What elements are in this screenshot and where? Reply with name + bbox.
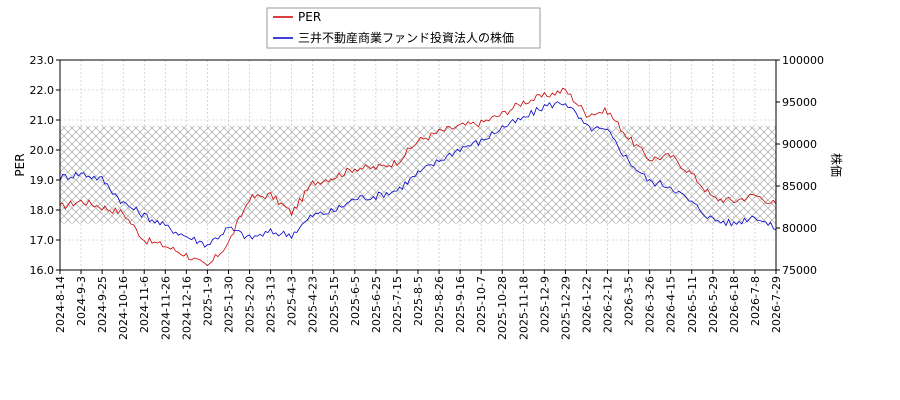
x-tick-label: 2026-7-8 — [749, 276, 762, 326]
x-tick-label: 2025-10-28 — [496, 276, 509, 340]
x-tick-label: 2025-9-16 — [454, 276, 467, 333]
legend-label-price: 三井不動産商業ファンド投資法人の株価 — [298, 30, 514, 45]
y-tick-label-right: 95000 — [782, 96, 817, 109]
y-tick-label-left: 17.0 — [30, 234, 55, 247]
x-tick-label: 2025-1-30 — [222, 276, 235, 333]
y-tick-label-left: 21.0 — [30, 114, 55, 127]
series-line-per — [59, 87, 777, 267]
x-axis: 2024-8-14 2024-9-3 2024-9-25 2024-10-16 2024… — [54, 270, 783, 340]
y-tick-label-right: 100000 — [782, 54, 824, 67]
y-tick-label-left: 16.0 — [30, 264, 55, 277]
x-tick-label: 2026-3-26 — [644, 276, 657, 333]
hatch-band — [60, 126, 776, 224]
y-tick-label-left: 18.0 — [30, 204, 55, 217]
x-tick-label: 2025-5-15 — [328, 276, 341, 333]
x-tick-label: 2025-2-20 — [244, 276, 257, 333]
right-axis: 75000 80000 85000 90000 95000 100000 — [776, 54, 824, 277]
x-tick-label: 2026-3-5 — [623, 276, 636, 326]
y-tick-label-right: 90000 — [782, 138, 817, 151]
y-tick-label-right: 80000 — [782, 222, 817, 235]
x-tick-label: 2025-1-9 — [201, 276, 214, 326]
y-tick-label-right: 85000 — [782, 180, 817, 193]
y-tick-label-left: 19.0 — [30, 174, 55, 187]
x-tick-label: 2025-11-18 — [517, 276, 530, 340]
x-tick-label: 2024-11-26 — [159, 276, 172, 340]
series-line-price — [59, 101, 777, 248]
y-axis-label-right: 株価 — [829, 153, 844, 177]
x-tick-label: 2025-10-7 — [475, 276, 488, 333]
x-tick-label: 2025-4-3 — [286, 276, 299, 326]
y-tick-label-right: 75000 — [782, 264, 817, 277]
x-tick-label: 2024-10-16 — [117, 276, 130, 340]
x-tick-label: 2025-8-26 — [433, 276, 446, 333]
x-tick-label: 2024-9-25 — [96, 276, 109, 333]
left-axis: 16.0 17.0 18.0 19.0 20.0 21.0 22.0 23.0 — [30, 54, 60, 277]
x-tick-label: 2025-6-5 — [349, 276, 362, 326]
y-tick-label-left: 22.0 — [30, 84, 55, 97]
x-tick-label: 2026-5-11 — [686, 276, 699, 333]
x-tick-label: 2026-1-22 — [580, 276, 593, 333]
legend-label-per: PER — [298, 10, 321, 24]
x-tick-label: 2024-12-16 — [180, 276, 193, 340]
x-tick-label: 2025-12-9 — [538, 276, 551, 333]
x-tick-label: 2024-11-6 — [138, 276, 151, 333]
x-tick-label: 2024-9-3 — [75, 276, 88, 326]
legend: PER 三井不動産商業ファンド投資法人の株価 — [266, 7, 541, 49]
x-tick-label: 2026-5-29 — [707, 276, 720, 333]
x-tick-label: 2025-12-29 — [559, 276, 572, 340]
y-axis-label-left: PER — [13, 153, 27, 176]
x-tick-label: 2024-8-14 — [54, 276, 67, 333]
x-tick-label: 2025-3-13 — [265, 276, 278, 333]
x-tick-label: 2025-6-25 — [370, 276, 383, 333]
x-tick-label: 2025-4-23 — [307, 276, 320, 333]
x-tick-label: 2025-7-15 — [391, 276, 404, 333]
x-tick-label: 2026-2-12 — [602, 276, 615, 333]
x-tick-label: 2026-4-15 — [665, 276, 678, 333]
x-tick-label: 2026-6-18 — [728, 276, 741, 333]
y-tick-label-left: 23.0 — [30, 54, 55, 67]
plot-area — [59, 59, 777, 271]
x-tick-label: 2026-7-29 — [770, 276, 783, 333]
legend-box — [266, 7, 541, 49]
y-tick-label-left: 20.0 — [30, 144, 55, 157]
x-tick-label: 2025-8-5 — [412, 276, 425, 326]
